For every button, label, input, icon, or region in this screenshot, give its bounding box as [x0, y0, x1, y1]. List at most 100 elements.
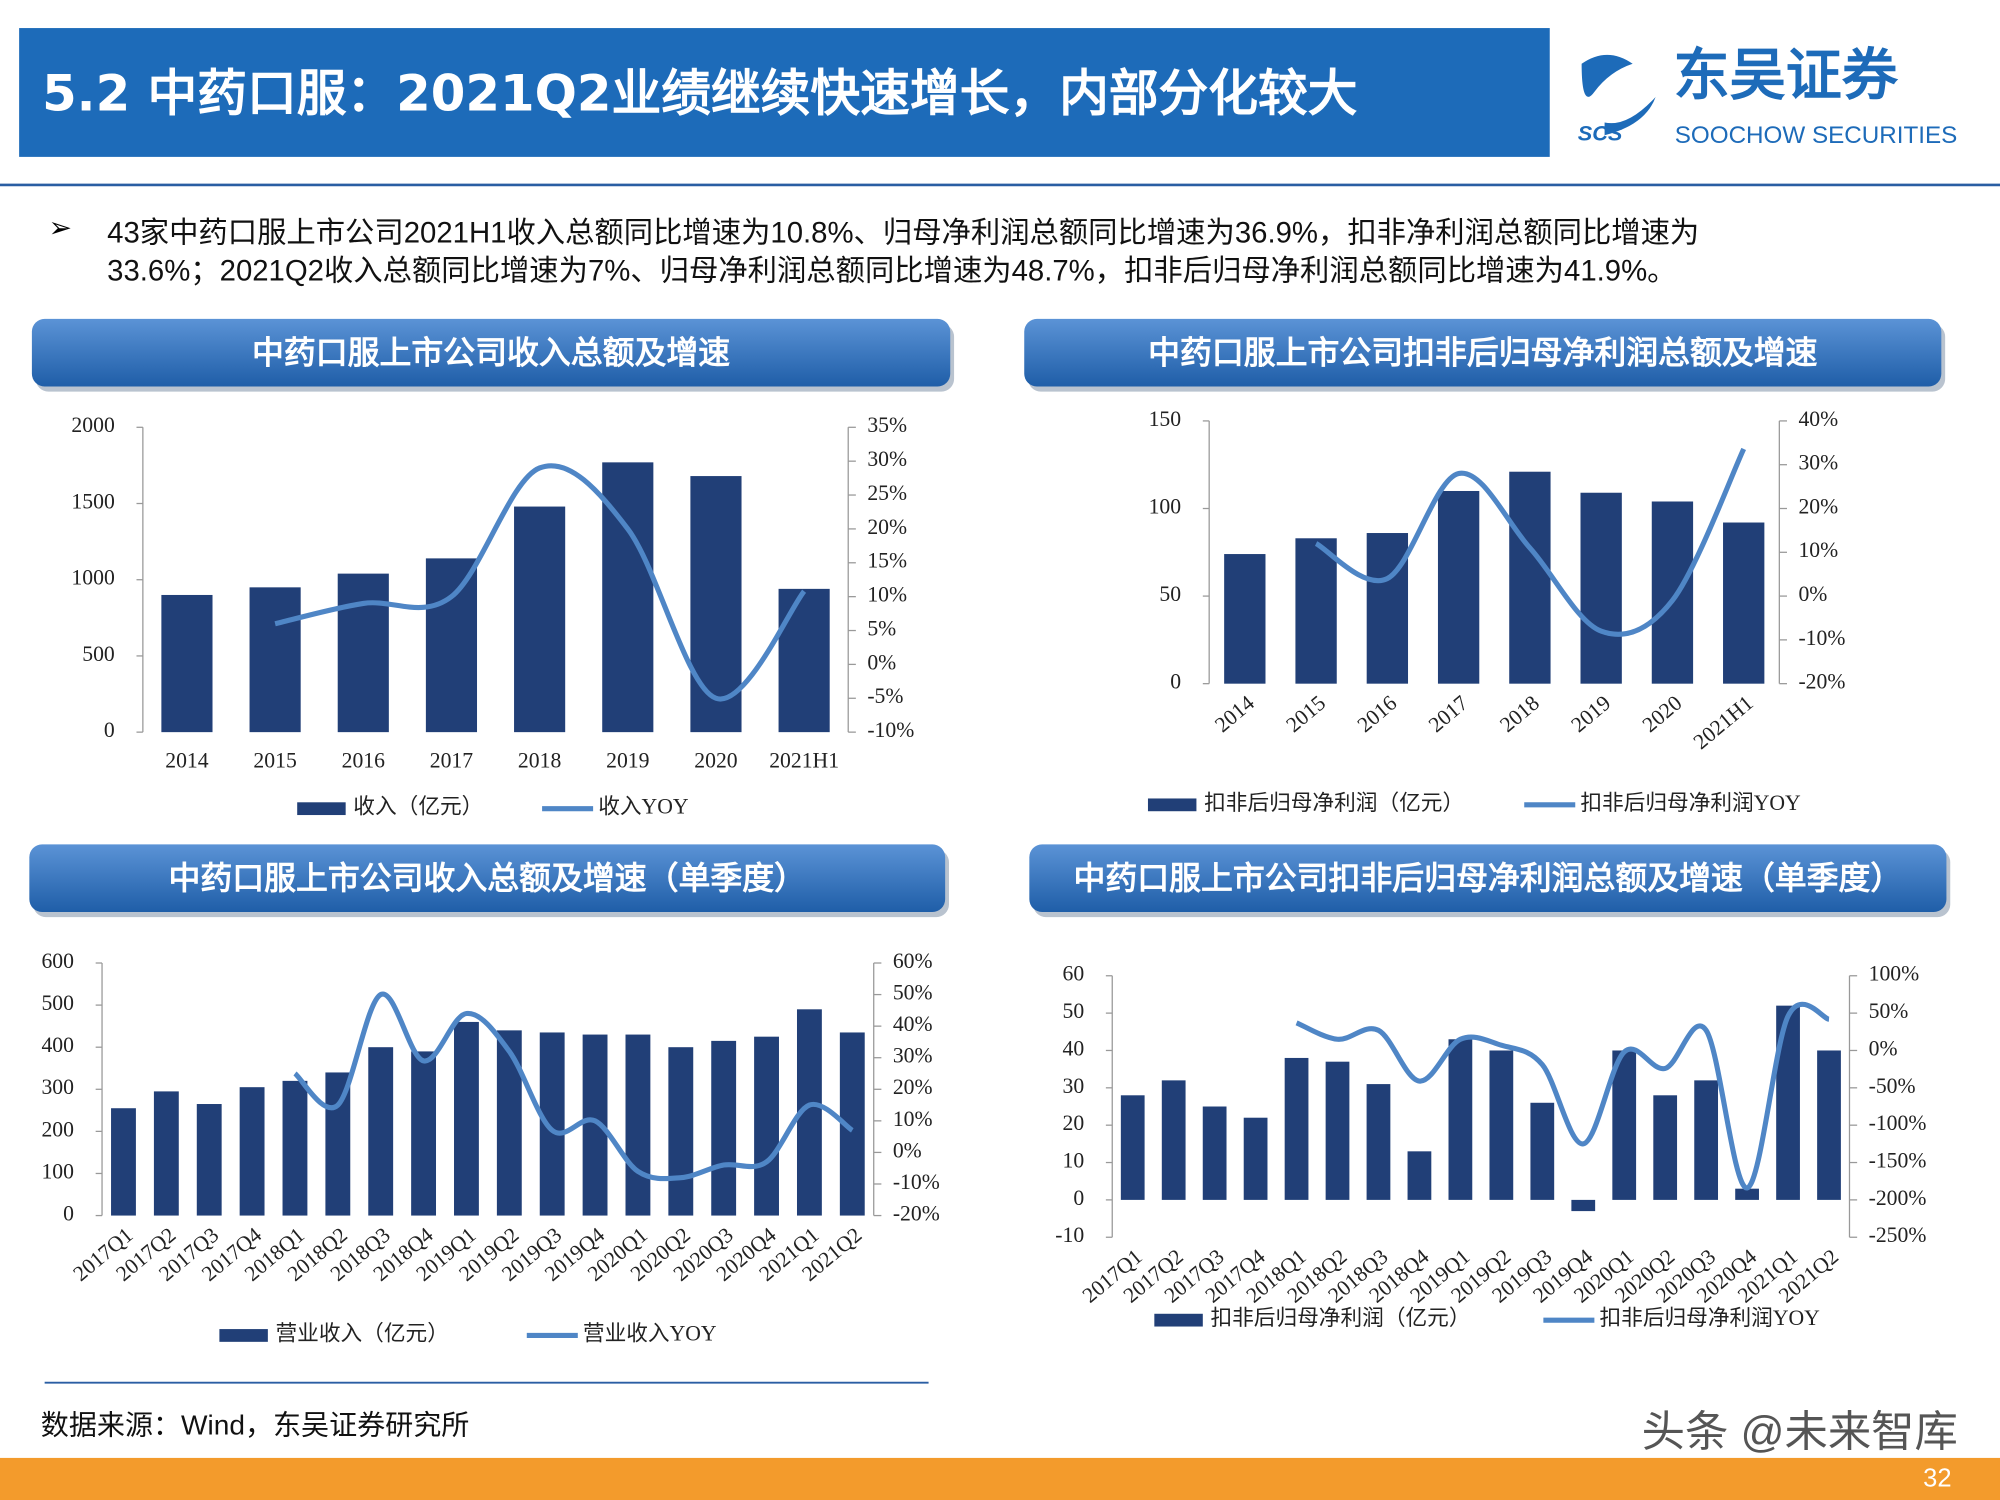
y2-tick-label: -100% [1869, 1111, 1927, 1135]
y-tick-label: 0 [63, 1202, 74, 1226]
bar [1723, 522, 1765, 684]
legend-label: 营业收入（亿元） [276, 1321, 449, 1345]
x-tick-label: 2016 [342, 749, 386, 773]
y2-tick-label: -5% [867, 684, 903, 708]
logo-cn: 东吴证券 [1673, 43, 1898, 106]
y2-tick-label: 40% [893, 1012, 933, 1036]
bar [711, 1040, 737, 1216]
y2-tick-label: 10% [893, 1107, 933, 1131]
legend-label: 营业收入YOY [583, 1321, 717, 1345]
y-tick-label: 150 [1149, 407, 1182, 431]
y2-tick-label: 0% [867, 650, 896, 674]
line [1295, 1001, 1830, 1191]
y2-tick-label: 40% [1798, 407, 1838, 431]
bar [668, 1047, 694, 1216]
y2-tick-label: -150% [1869, 1149, 1927, 1173]
y-tick-label: 50 [1159, 582, 1181, 606]
bar [1120, 1095, 1145, 1200]
legend-label: 扣非后归母净利润（亿元） [1210, 1306, 1470, 1330]
legend-label: 扣非后归母净利润（亿元） [1204, 791, 1464, 815]
y-tick-label: 1000 [71, 566, 115, 590]
chart-title: 中药口服上市公司收入总额及增速（单季度） [168, 859, 806, 897]
y-tick-label: 300 [41, 1075, 74, 1099]
x-tick-label: 2014 [165, 749, 209, 773]
y-tick-label: 0 [1073, 1186, 1084, 1210]
bar [1509, 471, 1551, 684]
y2-tick-label: 5% [867, 616, 896, 640]
bar [337, 573, 389, 733]
x-tick-label: 2015 [253, 749, 296, 773]
y-tick-label: 1500 [71, 489, 115, 513]
legend-swatch [1154, 1313, 1203, 1327]
line [1314, 447, 1747, 637]
y2-tick-label: 50% [1869, 999, 1909, 1023]
y2-tick-label: 60% [893, 949, 933, 973]
x-tick-label: 2021H1 [1689, 691, 1758, 754]
y2-tick-label: 35% [867, 413, 907, 437]
y-tick-label: 100 [1149, 494, 1182, 518]
legend-label: 扣非后归母净利润YOY [1599, 1306, 1820, 1330]
bar [625, 1034, 651, 1216]
logo: 东吴证券 SCS SOOCHOW SECURITIES [1578, 43, 1958, 148]
y2-tick-label: 10% [867, 583, 907, 607]
page-number: 32 [1923, 1464, 1951, 1492]
panel-header [29, 844, 946, 912]
bar [1366, 1084, 1391, 1200]
bar [249, 587, 301, 733]
y2-tick-label: 20% [1798, 494, 1838, 518]
y2-tick-label: 10% [1798, 538, 1838, 562]
y-tick-label: 500 [82, 642, 115, 666]
y-tick-label: 200 [41, 1117, 74, 1141]
y2-tick-label: 30% [867, 447, 907, 471]
bar [454, 1021, 479, 1216]
bar [368, 1047, 394, 1216]
bar [111, 1108, 136, 1216]
y2-tick-label: 30% [893, 1044, 933, 1068]
x-tick-label: 2021H1 [769, 749, 839, 773]
bar [1571, 1199, 1596, 1212]
y2-tick-label: -10% [1798, 626, 1845, 650]
y-tick-label: 30 [1063, 1074, 1085, 1098]
bar [1202, 1106, 1227, 1200]
y2-tick-label: 100% [1869, 962, 1920, 986]
bar [1776, 1005, 1800, 1200]
y-tick-label: 60 [1063, 962, 1085, 986]
bar [1366, 533, 1409, 684]
y2-tick-label: 25% [867, 481, 907, 505]
bar [1224, 554, 1266, 684]
bar [1653, 1095, 1678, 1200]
y-tick-label: 0 [104, 718, 115, 742]
chart-title: 中药口服上市公司收入总额及增速 [252, 334, 730, 372]
bar [282, 1080, 308, 1216]
bar [754, 1036, 779, 1216]
bar [514, 506, 566, 733]
source-note: 数据来源：Wind，东吴证券研究所 [41, 1410, 470, 1441]
bar [1530, 1102, 1555, 1200]
x-tick-label: 2017 [430, 749, 474, 773]
y-tick-label: -10 [1055, 1223, 1084, 1247]
bar [496, 1030, 522, 1216]
y2-tick-label: -20% [893, 1202, 940, 1226]
watermark: 头条 @未来智库 [1642, 1408, 1958, 1456]
x-tick-label: 2019 [1567, 691, 1616, 737]
bar [1694, 1080, 1719, 1200]
bar [239, 1087, 265, 1216]
bar [411, 1051, 437, 1216]
y2-tick-label: 30% [1798, 451, 1838, 475]
page-title: 5.2 中药口服：2021Q2业绩继续快速增长，内部分化较大 [42, 64, 1358, 122]
panel-header [31, 318, 951, 387]
legend-label: 扣非后归母净利润YOY [1580, 791, 1801, 815]
y-tick-label: 2000 [71, 413, 115, 437]
y-tick-label: 40 [1063, 1036, 1085, 1060]
y2-tick-label: 0% [893, 1138, 922, 1162]
bullet-mark: ➢ [48, 212, 72, 243]
chart-title: 中药口服上市公司扣非后归母净利润总额及增速 [1148, 334, 1817, 372]
y2-tick-label: -10% [893, 1170, 940, 1194]
x-tick-label: 2020 [1638, 691, 1687, 737]
y2-tick-label: 0% [1869, 1036, 1898, 1060]
y2-tick-label: -50% [1869, 1074, 1916, 1098]
bullet-text: 33.6%；2021Q2收入总额同比增速为7%、归母净利润总额同比增速为48.7… [107, 255, 1676, 288]
bar [1612, 1050, 1637, 1200]
x-tick-label: 2018 [1495, 691, 1544, 737]
